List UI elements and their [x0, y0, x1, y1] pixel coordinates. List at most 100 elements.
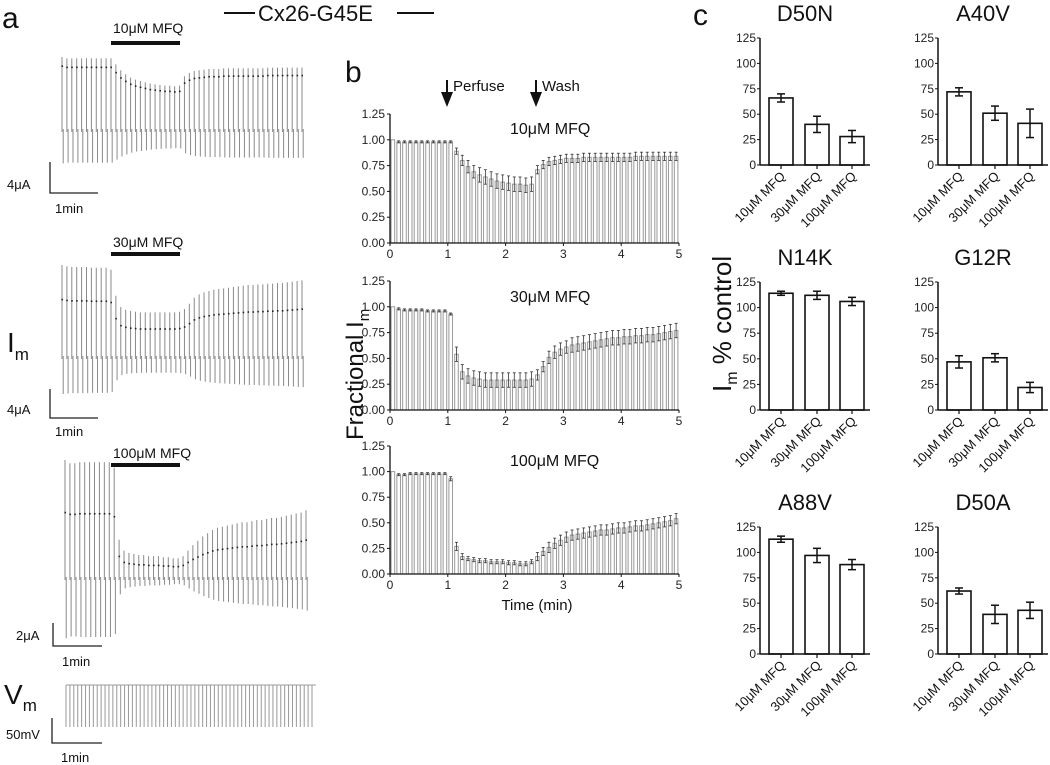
bar — [540, 366, 546, 411]
holding-point — [157, 564, 160, 567]
holding-point — [223, 75, 225, 77]
y-tick-label: 75 — [921, 82, 935, 96]
voltage-trace-block: Vm 50mV 1min — [4, 679, 316, 765]
holding-point — [76, 66, 78, 69]
y-tick-label: 0.00 — [362, 567, 386, 581]
holding-point — [90, 300, 93, 303]
drug-label: 30μM MFQ — [113, 234, 183, 250]
holding-point — [66, 66, 68, 69]
holding-point — [162, 565, 165, 567]
y-tick-label: 25 — [921, 133, 935, 147]
bar — [396, 474, 401, 575]
holding-point — [164, 328, 166, 330]
bar — [569, 157, 575, 244]
bar — [581, 342, 586, 411]
holding-point — [85, 300, 88, 302]
bar — [587, 341, 592, 411]
bar — [581, 532, 586, 575]
holding-point — [61, 298, 63, 301]
holding-point — [232, 312, 235, 315]
holding-point — [247, 311, 250, 313]
current-trace — [61, 57, 304, 164]
bar — [592, 156, 598, 244]
y-tick-label: 125 — [914, 520, 934, 534]
y-tick-label: 0.50 — [362, 351, 386, 365]
bar — [644, 155, 650, 244]
arrow-down-icon — [441, 92, 453, 107]
holding-point — [115, 71, 117, 74]
holding-point — [134, 85, 137, 87]
holding-point — [113, 515, 116, 518]
holding-point — [198, 77, 201, 79]
drug-label: 10μM MFQ — [113, 20, 183, 36]
arrow-down-icon — [530, 92, 542, 107]
x-tick-label: 4 — [618, 578, 625, 592]
holding-point — [139, 328, 142, 330]
bar — [946, 91, 972, 166]
y-tick-label: 100 — [736, 301, 756, 315]
chart-100um-mfq: 0.00 0.25 0.50 0.75 1.00 1.25 0 1 2 3 4 5 100μM MFQ — [362, 439, 683, 592]
panel-letter-c: c — [693, 0, 708, 32]
trace-100um: 100μM MFQ 2μA 1min — [16, 445, 308, 669]
wash-label: Wash — [542, 78, 580, 95]
bar — [436, 141, 442, 244]
holding-point — [118, 555, 121, 558]
holding-point — [120, 324, 122, 327]
bar — [459, 159, 465, 244]
bar — [419, 309, 425, 411]
bar — [644, 524, 650, 575]
holding-point — [66, 299, 68, 302]
holding-point — [188, 322, 191, 325]
bar — [650, 523, 656, 575]
x-tick-label: 2 — [502, 414, 509, 428]
x-tick-label: 1 — [444, 247, 451, 261]
y-tick-label: 0.00 — [362, 403, 386, 417]
holding-point — [227, 312, 230, 315]
y-tick-label: 100 — [736, 545, 756, 559]
holding-point — [216, 549, 219, 551]
bar — [506, 182, 511, 244]
bar — [662, 521, 667, 575]
holding-point — [280, 542, 283, 545]
bar — [500, 181, 506, 244]
holding-point — [218, 75, 220, 78]
holding-point — [187, 561, 189, 564]
drug-label: 100μM MFQ — [113, 445, 191, 461]
y-tick-label: 0.75 — [362, 159, 386, 173]
y-tick-label: 25 — [921, 377, 935, 391]
bar — [575, 343, 581, 411]
bar — [563, 346, 569, 411]
chart-title: G12R — [954, 245, 1011, 270]
bar — [413, 141, 419, 244]
holding-point — [281, 74, 284, 77]
y-tick-label: 25 — [921, 622, 935, 636]
holding-point — [105, 66, 108, 69]
holding-point — [221, 548, 224, 551]
bar — [621, 336, 627, 411]
holding-point — [129, 83, 132, 86]
time-scale-label: 1min — [55, 201, 83, 216]
bar — [639, 335, 644, 411]
bar — [627, 336, 633, 411]
bar — [483, 176, 488, 244]
y-tick-label: 0.50 — [362, 516, 386, 530]
bar — [563, 157, 569, 244]
bar — [575, 157, 581, 244]
x-tick-label: 5 — [676, 247, 683, 261]
bar — [639, 525, 644, 575]
holding-point — [286, 309, 289, 312]
holding-point — [262, 75, 264, 77]
holding-point — [202, 553, 204, 556]
x-tick-label: 5 — [676, 578, 683, 592]
holding-point — [207, 552, 209, 554]
bar — [569, 534, 575, 575]
perfuse-arrow: Perfuse — [441, 78, 505, 107]
bar — [621, 156, 627, 244]
y-tick-label: 0.00 — [362, 236, 386, 250]
holding-point — [247, 75, 250, 77]
bar — [592, 340, 598, 411]
wash-arrow: Wash — [530, 78, 580, 107]
holding-point — [267, 310, 269, 313]
